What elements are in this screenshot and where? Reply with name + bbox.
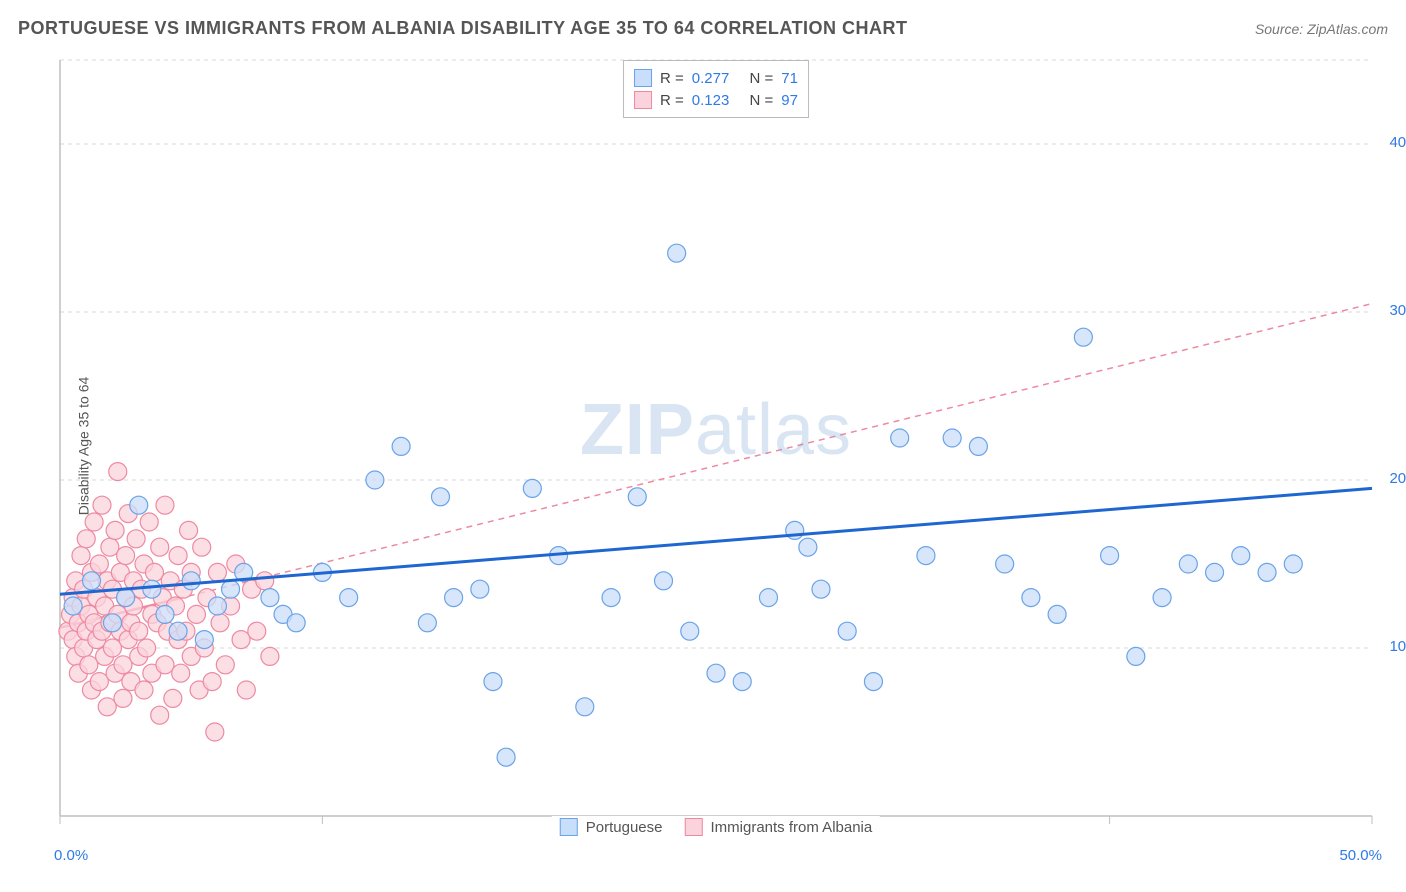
legend-label-albania: Immigrants from Albania [711,819,873,836]
legend-correlation: R = 0.277 N = 71 R = 0.123 N = 97 [623,60,809,118]
r-label: R = [660,92,684,109]
chart-title: PORTUGUESE VS IMMIGRANTS FROM ALBANIA DI… [18,18,908,39]
title-bar: PORTUGUESE VS IMMIGRANTS FROM ALBANIA DI… [18,18,1388,39]
y-tick-40: 40.0% [1389,134,1406,151]
scatter-plot [56,56,1376,836]
legend-row-albania: R = 0.123 N = 97 [634,89,798,111]
swatch-albania [634,91,652,109]
y-tick-10: 10.0% [1389,638,1406,655]
legend-item-albania: Immigrants from Albania [685,818,873,836]
r-value-albania: 0.123 [692,92,730,109]
swatch-portuguese [634,69,652,87]
legend-swatch-albania [685,818,703,836]
n-value-albania: 97 [781,92,798,109]
r-value-portuguese: 0.277 [692,70,730,87]
y-tick-20: 20.0% [1389,470,1406,487]
x-max-label: 50.0% [1339,847,1382,864]
n-label: N = [750,70,774,87]
legend-row-portuguese: R = 0.277 N = 71 [634,67,798,89]
source-credit: Source: ZipAtlas.com [1255,21,1388,37]
legend-swatch-portuguese [560,818,578,836]
legend-item-portuguese: Portuguese [560,818,663,836]
x-origin-label: 0.0% [54,847,88,864]
n-value-portuguese: 71 [781,70,798,87]
chart-area: Disability Age 35 to 64 ZIPatlas R = 0.2… [56,56,1376,836]
legend-series: Portuguese Immigrants from Albania [552,816,880,838]
r-label: R = [660,70,684,87]
y-tick-30: 30.0% [1389,302,1406,319]
legend-label-portuguese: Portuguese [586,819,663,836]
n-label: N = [750,92,774,109]
